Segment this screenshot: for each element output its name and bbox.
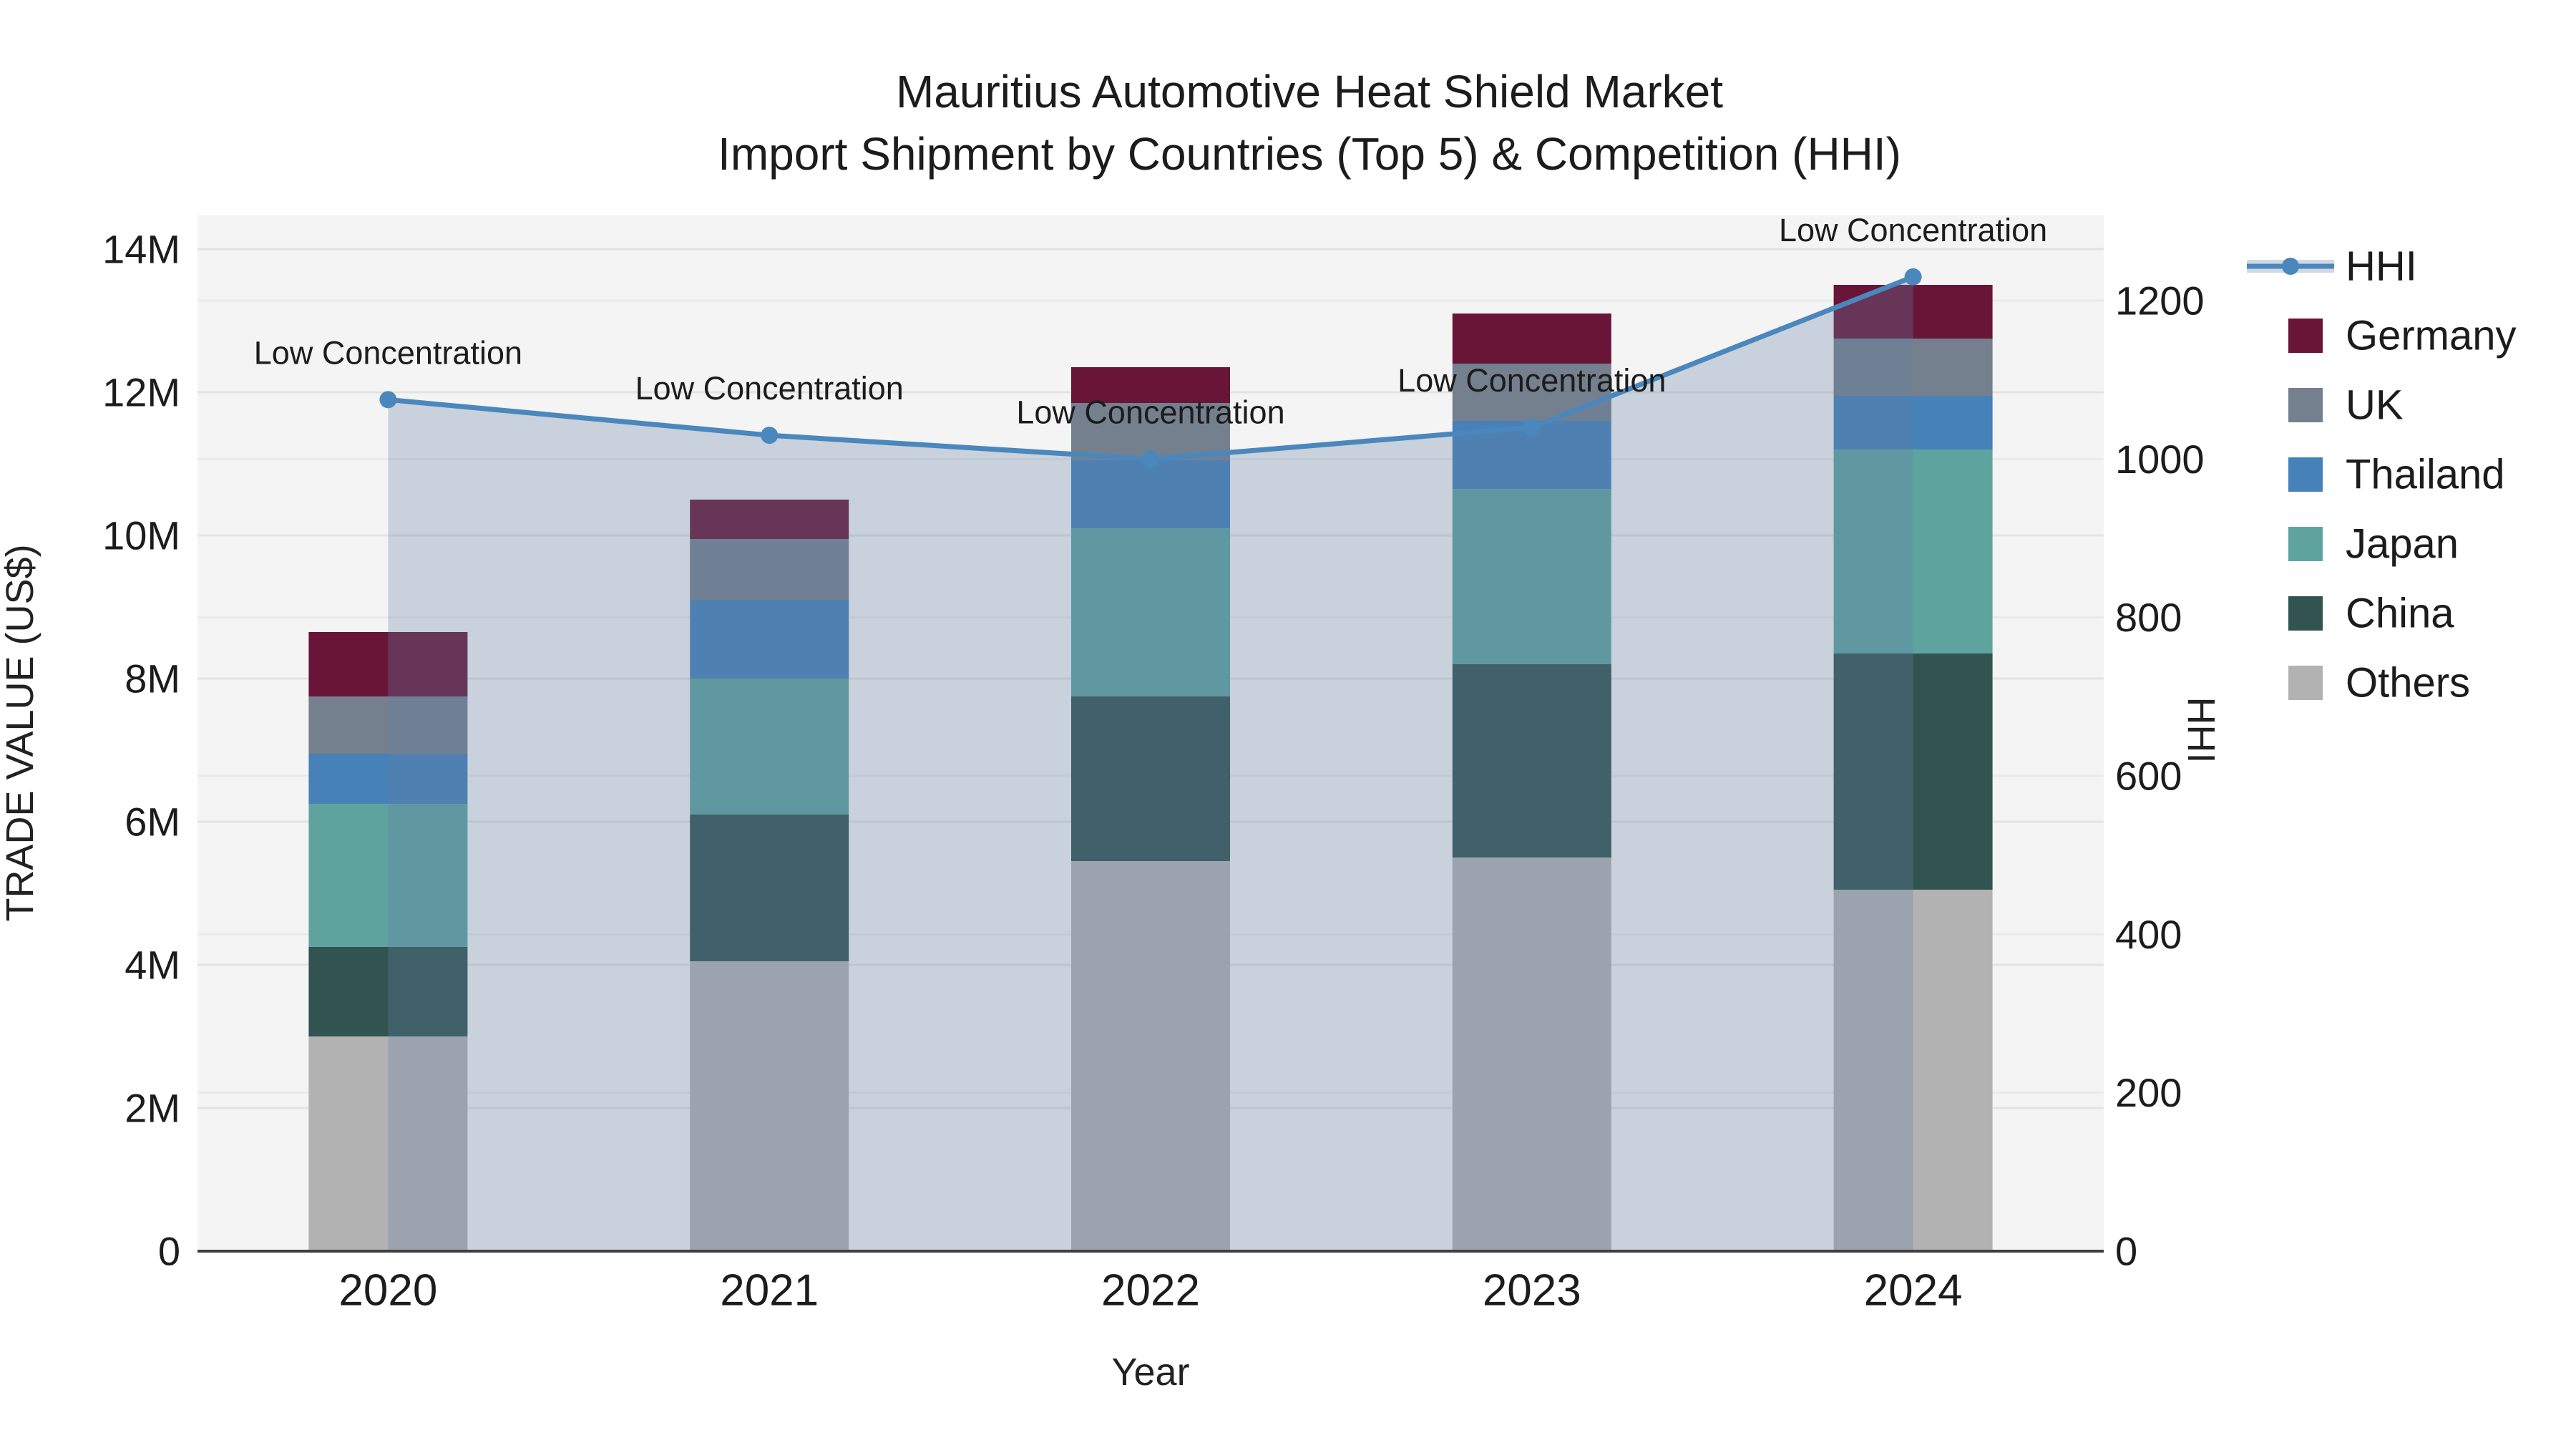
y2-axis-tick: 400: [2115, 912, 2182, 957]
annotation-2021: Low Concentration: [635, 370, 904, 407]
bar-segment-2021-japan[interactable]: [690, 679, 849, 815]
legend-swatch-japan: [2288, 527, 2323, 561]
bar-segment-2021-uk[interactable]: [690, 539, 849, 600]
annotation-2023: Low Concentration: [1397, 362, 1666, 399]
y-axis-tick: 6M: [125, 800, 180, 845]
annotation-2022: Low Concentration: [1016, 394, 1284, 430]
hhi-legend-marker: [2282, 258, 2299, 275]
y-axis-tick: 12M: [102, 370, 180, 415]
legend-item-others[interactable]: Others: [2288, 660, 2470, 706]
bar-segment-2020-uk[interactable]: [308, 696, 468, 754]
bar-segment-2022-thailand[interactable]: [1071, 460, 1230, 528]
chart-title-line2: Import Shipment by Countries (Top 5) & C…: [718, 128, 1901, 180]
y-axis-tick: 8M: [125, 656, 180, 701]
legend-item-japan[interactable]: Japan: [2288, 521, 2459, 568]
hhi-area-fill: [388, 276, 1913, 1251]
legend-label: Germany: [2346, 313, 2517, 359]
legend-item-germany[interactable]: Germany: [2288, 313, 2517, 359]
bar-segment-2024-uk[interactable]: [1833, 339, 1993, 396]
legend-swatch-thailand: [2288, 457, 2323, 492]
annotation-2020: Low Concentration: [254, 334, 522, 371]
legend-label: UK: [2346, 382, 2404, 429]
legend-label: Others: [2346, 660, 2470, 706]
y-axis-tick: 14M: [102, 227, 180, 272]
bar-segment-2022-china[interactable]: [1071, 696, 1230, 861]
bar-segment-2020-others[interactable]: [308, 1036, 468, 1251]
bar-segment-2020-thailand[interactable]: [308, 754, 468, 804]
bar-segment-2021-germany[interactable]: [690, 500, 849, 539]
hhi-marker-2024[interactable]: [1904, 268, 1922, 286]
y2-axis-tick: 800: [2115, 595, 2182, 640]
legend-item-uk[interactable]: UK: [2288, 382, 2404, 429]
bar-segment-2023-uk[interactable]: [1452, 364, 1611, 421]
hhi-marker-2023[interactable]: [1523, 419, 1541, 437]
bar-segment-2024-germany[interactable]: [1833, 285, 1993, 339]
legend-swatch-germany: [2288, 319, 2323, 353]
x-axis-tick-2024: 2024: [1864, 1266, 1963, 1316]
x-axis-tick-2020: 2020: [338, 1266, 437, 1316]
chart-title-line1: Mauritius Automotive Heat Shield Market: [896, 66, 1723, 117]
y2-axis-tick: 200: [2115, 1070, 2182, 1115]
bar-segment-2024-japan[interactable]: [1833, 449, 1993, 653]
y2-axis-title: HHI: [2180, 697, 2223, 764]
legend-label: HHI: [2346, 243, 2417, 290]
bar-segment-2024-others[interactable]: [1833, 890, 1993, 1251]
legend-swatch-china: [2288, 596, 2323, 631]
hhi-marker-2020[interactable]: [379, 391, 397, 409]
legend-label: China: [2346, 591, 2454, 637]
legend-swatch-uk: [2288, 388, 2323, 422]
bar-segment-2021-others[interactable]: [690, 961, 849, 1251]
hhi-marker-2021[interactable]: [761, 427, 779, 444]
legend-item-thailand[interactable]: Thailand: [2288, 452, 2504, 498]
y-axis-tick: 2M: [125, 1086, 180, 1131]
bar-segment-2021-china[interactable]: [690, 815, 849, 961]
y-axis-tick: 10M: [102, 513, 180, 558]
bar-segment-2024-china[interactable]: [1833, 653, 1993, 890]
bar-segment-2023-china[interactable]: [1452, 664, 1611, 857]
bar-segment-2020-china[interactable]: [308, 947, 468, 1036]
legend-label: Thailand: [2346, 452, 2504, 498]
legend-item-china[interactable]: China: [2288, 591, 2454, 637]
x-axis-tick-2021: 2021: [720, 1266, 819, 1316]
bar-segment-2022-germany[interactable]: [1071, 367, 1230, 403]
bar-segment-2023-others[interactable]: [1452, 857, 1611, 1251]
bar-segment-2024-thailand[interactable]: [1833, 396, 1993, 449]
y2-axis-tick: 600: [2115, 754, 2182, 799]
y2-axis-tick: 1200: [2115, 278, 2205, 324]
y-axis-title: TRADE VALUE (US$): [0, 544, 42, 921]
y-axis-tick: 0: [158, 1229, 180, 1274]
x-axis-title: Year: [1111, 1351, 1189, 1394]
bar-segment-2022-others[interactable]: [1071, 861, 1230, 1251]
y2-axis-tick: 1000: [2115, 437, 2205, 482]
legend-item-hhi[interactable]: HHI: [2247, 243, 2417, 290]
y2-axis-tick: 0: [2115, 1229, 2137, 1274]
bar-segment-2022-japan[interactable]: [1071, 528, 1230, 696]
x-axis-tick-2023: 2023: [1483, 1266, 1581, 1316]
bar-segment-2023-japan[interactable]: [1452, 489, 1611, 664]
bar-segment-2023-germany[interactable]: [1452, 314, 1611, 364]
x-axis-tick-2022: 2022: [1101, 1266, 1200, 1316]
annotation-2024: Low Concentration: [1779, 212, 2047, 248]
y-axis-tick: 4M: [125, 943, 180, 988]
legend-swatch-others: [2288, 666, 2323, 700]
bar-segment-2021-thailand[interactable]: [690, 600, 849, 679]
bar-segment-2020-germany[interactable]: [308, 632, 468, 696]
legend-label: Japan: [2346, 521, 2459, 568]
hhi-marker-2022[interactable]: [1142, 450, 1159, 468]
bar-segment-2020-japan[interactable]: [308, 804, 468, 947]
